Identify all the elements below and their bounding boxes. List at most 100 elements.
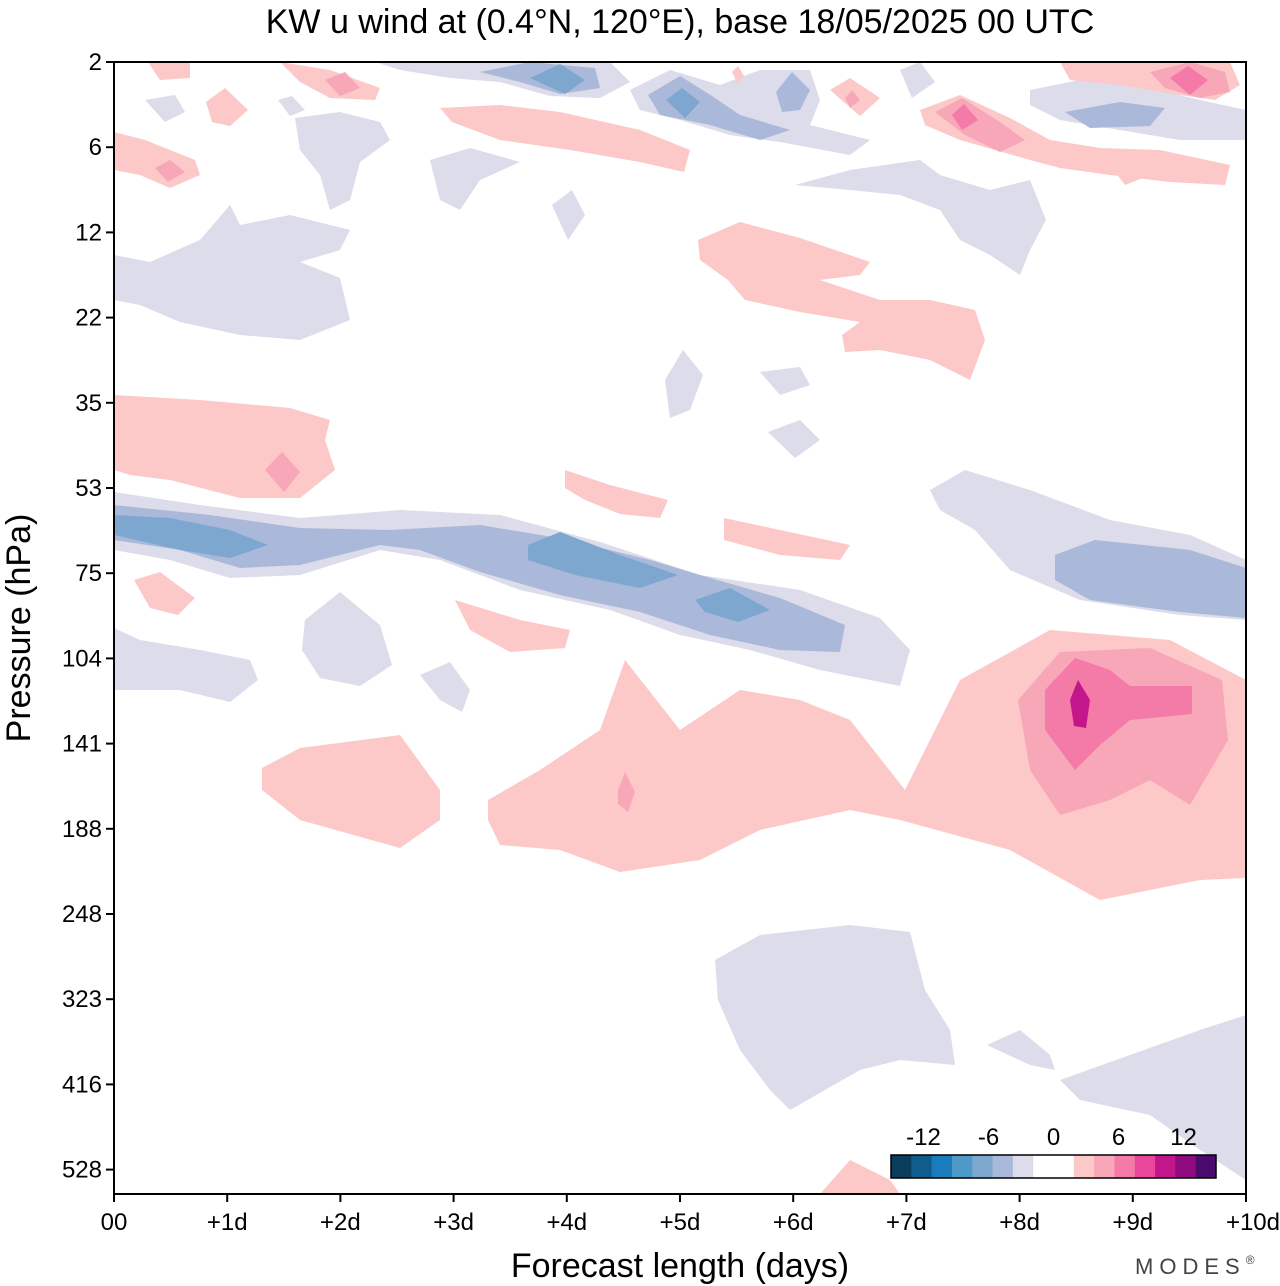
colorbar-swatch <box>1033 1155 1054 1178</box>
contour-positive-lower <box>262 735 440 848</box>
colorbar-swatch <box>1134 1155 1156 1178</box>
x-tick-label: +1d <box>207 1209 248 1236</box>
contour-negative-strat-a-core <box>530 64 585 94</box>
contour-positive-small-c <box>455 600 570 652</box>
contour-positive-strat-a <box>148 62 190 80</box>
contour-positive-small-b <box>724 518 850 560</box>
contour-negative-strat-c <box>776 72 810 112</box>
contour-negative-upper-small <box>430 148 520 210</box>
contour-negative-strat-g <box>145 95 185 122</box>
colorbar: -12 -6 0 6 12 <box>890 1124 1217 1179</box>
colorbar-label: -6 <box>978 1124 999 1151</box>
y-axis-label: Pressure (hPa) <box>0 514 38 743</box>
x-axis: 00 +1d +2d +3d +4d +5d +6d +7d +8d +9d +10d <box>101 1194 1280 1236</box>
contour-positive-small-a <box>565 470 668 518</box>
contour-negative-lower-b <box>987 1030 1055 1070</box>
colorbar-swatch <box>1195 1155 1217 1178</box>
contour-positive-max-ring2 <box>1045 658 1192 770</box>
y-tick-label: 12 <box>75 219 102 246</box>
y-tick-label: 2 <box>89 49 102 76</box>
y-tick-label: 6 <box>89 134 102 161</box>
y-tick-label: 104 <box>62 645 102 672</box>
contour-positive-strat-h-core <box>1170 66 1208 95</box>
colorbar-label: -12 <box>906 1124 941 1151</box>
contour-positive-strat-g-core <box>952 104 978 130</box>
contour-positive-strat-c <box>206 88 248 126</box>
colorbar-swatch <box>1155 1155 1176 1178</box>
contour-positive-strat-f-core <box>845 90 860 108</box>
chart-title: KW u wind at (0.4°N, 120°E), base 18/05/… <box>266 3 1095 41</box>
contour-positive-strat-e <box>440 105 690 172</box>
contour-positive-strat-d-core <box>155 160 185 182</box>
contour-positive-strat-i <box>1110 155 1150 185</box>
colorbar-label: 6 <box>1112 1124 1125 1151</box>
colorbar-swatch <box>911 1155 933 1178</box>
y-tick-label: 323 <box>62 986 102 1013</box>
contour-negative-lower-right <box>1060 1015 1246 1180</box>
contour-negative-104-left <box>114 628 258 702</box>
colorbar-swatch <box>931 1155 953 1178</box>
contour-positive-max-core <box>1070 680 1090 728</box>
contour-negative-strat-e-mid <box>1065 102 1165 128</box>
contour-negative-right-inner <box>1055 540 1246 618</box>
contour-negative-lower-mid <box>715 925 955 1110</box>
x-tick-label: +2d <box>320 1209 361 1236</box>
colorbar-swatch <box>951 1155 973 1178</box>
contour-positive-upper-mid <box>698 222 985 380</box>
x-tick-label: 00 <box>101 1209 128 1236</box>
colorbar-swatch <box>891 1155 912 1178</box>
colorbar-swatch <box>1053 1155 1075 1178</box>
colorbar-swatch <box>1012 1155 1034 1178</box>
contour-field <box>114 62 1246 1194</box>
y-tick-label: 248 <box>62 901 102 928</box>
y-tick-label: 141 <box>62 731 102 758</box>
contour-negative-strat-d <box>795 160 1046 275</box>
contour-negative-strat-h <box>900 62 935 98</box>
contour-negative-small-41 <box>760 367 810 395</box>
contour-negative-104-b <box>302 592 392 686</box>
contour-positive-small-d <box>134 572 195 615</box>
y-tick-label: 53 <box>75 475 102 502</box>
x-tick-label: +6d <box>773 1209 814 1236</box>
y-tick-label: 416 <box>62 1071 102 1098</box>
colorbar-swatch <box>1114 1155 1136 1178</box>
contour-negative-strat-f <box>295 112 390 210</box>
colorbar-swatch <box>1094 1155 1115 1178</box>
contour-positive-bottom <box>820 1160 900 1194</box>
contour-negative-strat-b-core <box>666 88 700 118</box>
contour-negative-band-inner2 <box>528 532 678 588</box>
contour-positive-strat-b-core <box>325 72 360 96</box>
y-tick-label: 22 <box>75 305 102 332</box>
x-tick-label: +7d <box>886 1209 927 1236</box>
colorbar-swatch <box>972 1155 994 1178</box>
colorbar-label: 0 <box>1047 1124 1060 1151</box>
x-axis-label: Forecast length (days) <box>511 1247 849 1285</box>
modes-logo-mark: ® <box>1246 1253 1261 1267</box>
contour-negative-small-42 <box>768 420 820 458</box>
x-tick-label: +5d <box>660 1209 701 1236</box>
contour-negative-upper-small2 <box>552 190 585 240</box>
contour-negative-strat-i <box>278 96 305 116</box>
contour-positive-small-core <box>618 772 635 812</box>
contour-positive-strat-j <box>732 66 744 84</box>
colorbar-swatch <box>1073 1155 1095 1178</box>
y-tick-label: 35 <box>75 390 102 417</box>
colorbar-label: 12 <box>1170 1124 1197 1151</box>
x-tick-label: +8d <box>999 1209 1040 1236</box>
colorbar-swatch <box>1175 1155 1197 1178</box>
contour-negative-upper-left <box>114 205 350 340</box>
y-tick-label: 75 <box>75 560 102 587</box>
colorbar-frame <box>890 1154 1217 1179</box>
contour-positive-strat-g <box>920 95 1230 185</box>
contour-negative-small-40 <box>665 350 703 418</box>
contour-negative-band-inner1 <box>114 515 268 558</box>
contour-negative-band-mid <box>114 505 845 652</box>
contour-negative-104-c <box>420 662 470 712</box>
y-tick-label: 528 <box>62 1157 102 1184</box>
contour-negative-band-inner3 <box>695 588 770 622</box>
y-tick-label: 188 <box>62 816 102 843</box>
contour-positive-35hPa-core <box>265 452 300 492</box>
modes-logo: MODES® <box>1135 1253 1261 1279</box>
x-tick-label: +9d <box>1112 1209 1153 1236</box>
